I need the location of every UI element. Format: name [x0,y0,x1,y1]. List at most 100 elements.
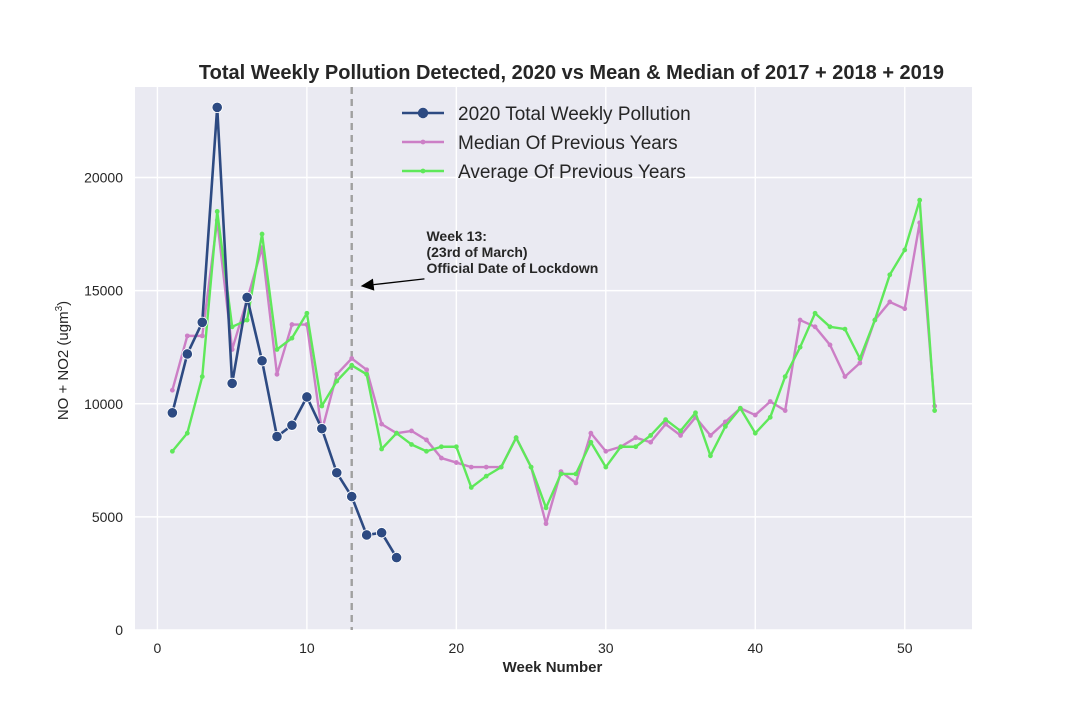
data-point [453,460,459,465]
legend-label: Average Of Previous Years [458,162,686,183]
data-point [271,430,283,443]
grid-lines [135,87,972,631]
data-point [349,356,355,361]
data-point [184,430,190,436]
data-point [274,347,280,352]
legend-swatch-marker [417,107,429,119]
data-point [872,317,878,323]
data-point [319,403,325,409]
data-point [166,407,178,419]
data-point [827,324,833,330]
data-point [573,480,579,486]
data-point [752,430,758,436]
data-point [543,521,549,527]
data-point [184,333,190,339]
annotation-line: Official Date of Lockdown [426,260,598,276]
data-point [498,464,504,470]
data-point [648,433,654,438]
data-point [782,374,788,379]
x-tick-label: 0 [154,640,162,656]
data-point [274,371,280,377]
series-2 [169,197,938,511]
data-point [513,435,519,441]
data-point [289,322,295,327]
data-point [588,430,594,436]
data-point [199,374,205,379]
data-point [708,453,713,459]
data-point [648,439,654,445]
data-point [603,464,609,470]
data-point [349,362,355,368]
y-tick-label: 5000 [92,509,123,525]
series-group [166,101,938,564]
data-point [316,423,328,435]
data-point [483,473,489,479]
data-point [797,344,803,350]
x-tick-label: 50 [897,640,913,656]
data-point [902,306,908,312]
data-point [196,316,208,328]
data-point [229,324,235,330]
data-point [752,412,758,418]
y-tick-label: 0 [115,622,123,638]
data-point [603,448,609,454]
data-point [932,408,938,413]
data-point [663,421,668,427]
lockdown-annotation: Week 13: (23rd of March) Official Date of … [426,228,598,276]
data-point [346,490,358,503]
data-point [409,442,414,447]
data-point [722,423,728,429]
data-point [259,231,265,237]
data-point [573,471,579,477]
legend-swatch-marker [420,168,426,174]
data-point [468,464,474,470]
data-point [286,419,298,431]
data-point [588,439,594,445]
data-point [364,367,370,373]
data-point [633,435,639,441]
x-tick-label: 30 [598,640,614,656]
data-point [409,428,414,434]
data-point [633,444,639,450]
legend-label: Median Of Previous Years [458,133,678,154]
annotation-line: Week 13: [426,228,486,244]
data-point [812,310,818,316]
series-line [171,106,398,559]
x-axis-label: Week Number [503,659,603,676]
data-point [241,291,253,304]
data-point [244,317,250,323]
data-point [453,444,459,450]
data-point [379,446,385,452]
data-point [424,437,429,443]
data-point [211,101,223,113]
data-point [767,399,773,404]
data-point [334,371,340,377]
data-point [169,448,175,454]
x-tick-label: 10 [299,640,315,656]
data-point [483,464,489,470]
y-axis-label-close: ) [55,301,72,306]
y-tick-label: 10000 [84,396,123,412]
data-point [331,467,343,479]
data-point [812,324,818,330]
tick-labels: 0 10 20 30 40 50 0 5000 10000 15000 20000 [84,170,913,657]
data-point [394,430,399,436]
data-point [256,355,268,367]
x-tick-label: 20 [449,640,465,656]
data-point [528,464,534,470]
data-point [304,310,310,316]
y-axis-label-text: NO + NO2 (ugm [55,311,72,420]
data-point [797,317,803,323]
data-point [842,326,848,332]
data-point [737,405,743,411]
annotation-group: Week 13: (23rd of March) Official Date of … [360,228,598,291]
data-point [917,197,923,203]
data-point [543,505,549,511]
data-point [663,417,668,422]
data-point [214,209,220,214]
legend: 2020 Total Weekly Pollution Median Of Pre… [402,104,691,183]
data-point [693,410,698,416]
data-point [439,455,444,461]
data-point [364,371,370,377]
